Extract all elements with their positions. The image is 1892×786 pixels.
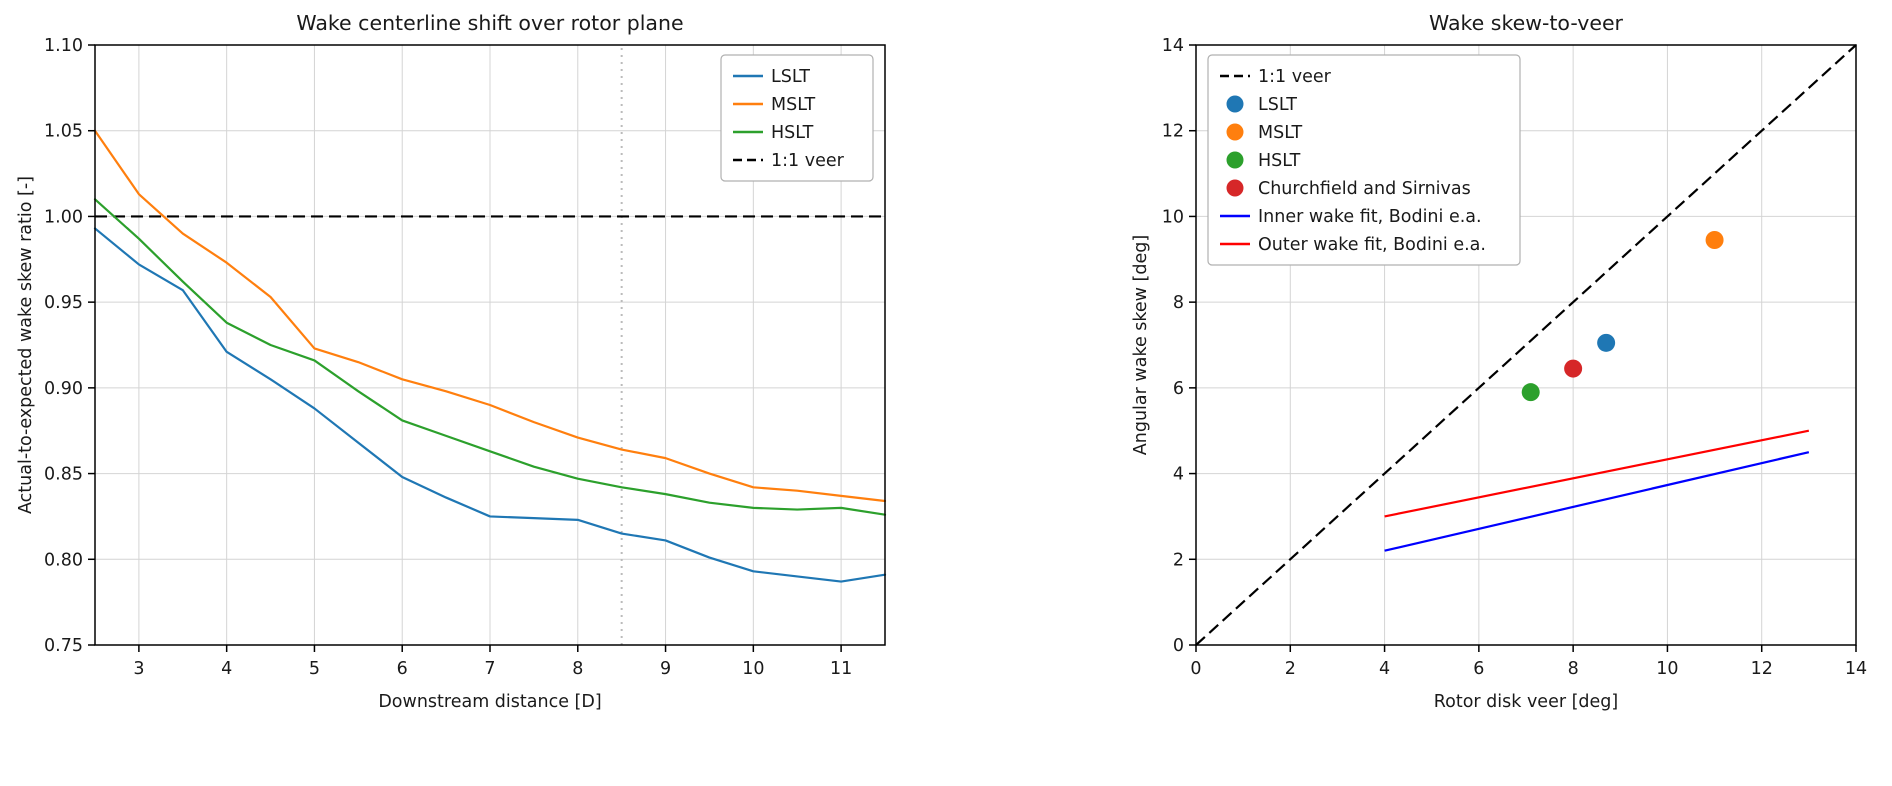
x-tick-label: 12 [1751, 659, 1773, 679]
x-tick-label: 14 [1845, 659, 1867, 679]
legend-label: MSLT [771, 95, 816, 115]
legend-label: 1:1 veer [1258, 67, 1332, 87]
x-axis-label: Rotor disk veer [deg] [1434, 692, 1618, 712]
ref-line-inner-wake-fit-bodini [1384, 451, 1810, 552]
x-tick-label: 6 [397, 659, 408, 679]
y-tick-label: 0.95 [44, 293, 83, 313]
legend-label: LSLT [771, 67, 810, 87]
legend-label: Inner wake fit, Bodini e.a. [1258, 207, 1482, 227]
y-tick-label: 1.00 [44, 207, 83, 227]
y-tick-label: 10 [1162, 207, 1184, 227]
y-tick-label: 8 [1173, 293, 1184, 313]
wake-centerline-chart: 3 4 5 6 7 8 9 10 11 0.75 0.80 0.85 0.90 0.95 1.00 1.05 1… [16, 11, 887, 712]
x-tick-label: 7 [484, 659, 495, 679]
y-tick-label: 0.90 [44, 379, 83, 399]
x-tick-label: 2 [1285, 659, 1296, 679]
chart-title: Wake skew-to-veer [1429, 11, 1624, 35]
wake-centerline-plot: 3 4 5 6 7 8 9 10 11 0.75 0.80 0.85 0.90 0.95 1.00 1.05 1… [16, 11, 887, 712]
x-tick-label: 8 [1568, 659, 1579, 679]
y-axis-label: Angular wake skew [deg] [1131, 235, 1151, 455]
x-tick-label: 8 [572, 659, 583, 679]
x-tick-label: 4 [221, 659, 232, 679]
y-tick-label: 0 [1173, 636, 1184, 656]
y-tick-label: 0.75 [44, 636, 83, 656]
y-tick-label: 2 [1173, 550, 1184, 570]
y-tick-label: 0.85 [44, 465, 83, 485]
point-hslt [1521, 383, 1540, 402]
legend-label: Churchfield and Sirnivas [1258, 179, 1471, 199]
legend-label: HSLT [771, 123, 814, 143]
x-tick-label: 9 [660, 659, 671, 679]
point-lslt [1597, 333, 1616, 352]
chart-title: Wake centerline shift over rotor plane [296, 11, 683, 35]
x-tick-label: 6 [1473, 659, 1484, 679]
x-tick-label: 5 [309, 659, 320, 679]
x-axis-label: Downstream distance [D] [378, 692, 601, 712]
legend-marker-lslt [1226, 95, 1244, 113]
legend-box [1207, 54, 1521, 266]
legend-label: HSLT [1258, 151, 1301, 171]
legend-label: Outer wake fit, Bodini e.a. [1258, 235, 1486, 255]
series-line-lslt [93, 227, 887, 583]
legend-marker-churchfield-and-sirnivas [1226, 179, 1244, 197]
x-tick-label: 4 [1379, 659, 1390, 679]
legend-label: LSLT [1258, 95, 1297, 115]
legend-marker-mslt [1226, 123, 1244, 141]
y-tick-label: 1.05 [44, 122, 83, 142]
skew-to-veer-plot: 0 2 4 6 8 10 12 14 0 2 4 6 8 10 12 14 Wake skew-to-veer R… [1131, 11, 1867, 712]
ref-line-outer-wake-fit-bodini [1384, 429, 1810, 518]
x-tick-label: 10 [1656, 659, 1678, 679]
x-tick-label: 3 [133, 659, 144, 679]
y-tick-label: 14 [1162, 36, 1184, 56]
legend-label: MSLT [1258, 123, 1303, 143]
y-tick-label: 12 [1162, 122, 1184, 142]
y-axis-label: Actual-to-expected wake skew ratio [-] [16, 176, 36, 514]
y-tick-label: 6 [1173, 379, 1184, 399]
x-tick-label: 10 [742, 659, 764, 679]
plot-border [1195, 44, 1857, 646]
ref-line-one-to-one-veer-diagonal [1195, 44, 1857, 646]
legend-marker-hslt [1226, 151, 1244, 169]
point-mslt [1705, 231, 1724, 249]
x-tick-label: 11 [830, 659, 852, 679]
y-tick-label: 4 [1173, 465, 1184, 485]
y-tick-label: 1.10 [44, 36, 83, 56]
y-tick-label: 0.80 [44, 550, 83, 570]
point-churchfield-and-sirnivas [1564, 359, 1583, 378]
wake-skew-to-veer-chart: 0 2 4 6 8 10 12 14 0 2 4 6 8 10 12 14 Wake skew-to-veer R… [946, 0, 1892, 786]
x-tick-label: 0 [1190, 659, 1201, 679]
series-line-hslt [93, 198, 887, 516]
legend-box [720, 54, 874, 182]
series-line-mslt [93, 129, 887, 503]
legend-label: 1:1 veer [771, 151, 845, 171]
